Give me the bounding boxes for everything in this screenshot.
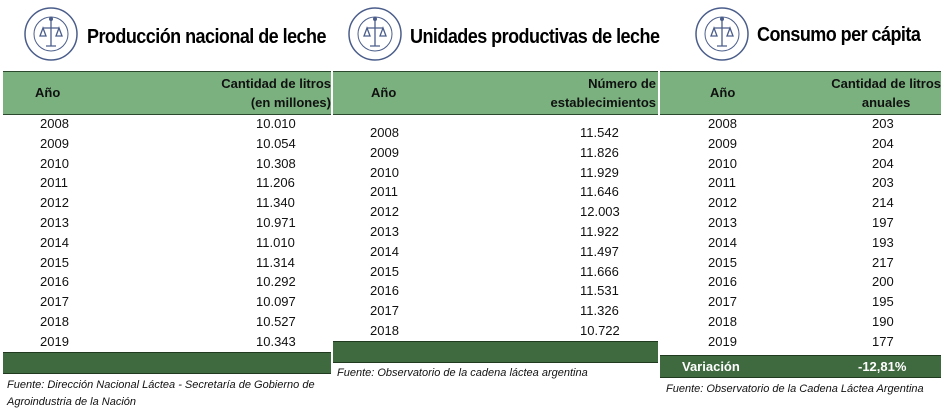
col-value-header: Cantidad de litros (en millones) <box>221 76 331 110</box>
bolsa-comercio-logo-icon <box>348 7 402 61</box>
panel-consumo: Consumo per cápita Año Cantidad de litro… <box>660 0 941 413</box>
table-row: 2018 10.527 <box>40 313 296 329</box>
data-rows: 2008 10.010 2009 10.054 2010 10.308 2011 11.… <box>3 114 331 352</box>
source-note: Fuente: Observatorio de la Cadena Láctea… <box>666 383 924 395</box>
variation-bar: Variación -12,81% <box>660 355 941 378</box>
bolsa-comercio-logo-icon <box>695 7 749 61</box>
table-row: 2012 12.003 <box>370 204 620 220</box>
source-note: Fuente: Observatorio de la cadena láctea… <box>337 367 588 379</box>
table-row: 2014 11.010 <box>40 234 295 250</box>
bolsa-comercio-logo-icon <box>24 7 78 61</box>
table-row: 2017 10.097 <box>40 294 296 310</box>
table-row: 2016 10.292 <box>40 274 296 290</box>
panel-header: Producción nacional de leche <box>3 0 331 70</box>
table-row: 2015 217 <box>708 254 894 270</box>
data-rows: 2008 11.542 2009 11.826 2010 11.929 2011 11.… <box>333 123 658 341</box>
table-row: 2011 11.206 <box>40 175 295 191</box>
table-row: 2010 11.929 <box>370 164 619 180</box>
table-row: 2013 11.922 <box>370 223 619 239</box>
page-title: Consumo per cápita <box>757 24 921 46</box>
table-row: 2015 11.666 <box>370 263 619 279</box>
col-value-header: Número de establecimientos <box>550 76 657 110</box>
table-row: 2010 10.308 <box>40 155 296 171</box>
table-row: 2008 11.542 <box>370 125 619 140</box>
table-row: 2014 11.497 <box>370 243 619 259</box>
table-row: 2018 10.722 <box>370 322 620 338</box>
table-row: 2016 11.531 <box>370 283 619 299</box>
table-row: 2019 10.343 <box>40 333 296 349</box>
table-row: 2009 10.054 <box>40 135 296 151</box>
table-row: 2009 11.826 <box>370 144 619 160</box>
variation-label: Variación <box>682 359 740 374</box>
table-row: 2013 10.971 <box>40 214 296 230</box>
table-row: 2019 177 <box>708 333 894 349</box>
data-rows: 2008 203 2009 204 2010 204 2011 203 2012 214 … <box>660 114 941 352</box>
table-row: 2009 204 <box>708 135 894 151</box>
table-header: Año Cantidad de litros (en millones) <box>3 71 331 115</box>
col-year-header: Año <box>35 85 61 100</box>
panel-unidades: Unidades productivas de leche Año Número… <box>333 0 660 413</box>
table-row: 2014 193 <box>708 234 894 250</box>
panel-produccion: Producción nacional de leche Año Cantida… <box>3 0 331 413</box>
page-title: Producción nacional de leche <box>87 26 326 48</box>
table-row: 2008 203 <box>708 116 894 131</box>
table-row: 2017 195 <box>708 294 894 310</box>
table-row: 2011 11.646 <box>370 184 619 200</box>
table-header: Año Cantidad de litros anuales <box>660 71 941 115</box>
variation-value: -12,81% <box>858 359 907 374</box>
source-note: Fuente: Dirección Nacional Láctea - Secr… <box>7 379 315 408</box>
table-row: 2012 214 <box>708 195 894 211</box>
table-row: 2016 200 <box>708 274 894 290</box>
panel-header: Unidades productivas de leche <box>333 0 660 70</box>
table-header: Año Número de establecimientos <box>333 71 658 115</box>
table-row: 2010 204 <box>708 155 894 171</box>
table-row: 2018 190 <box>708 313 894 329</box>
col-year-header: Año <box>710 85 736 100</box>
table-row: 2015 11.314 <box>40 254 295 270</box>
table-row: 2013 197 <box>708 214 894 230</box>
table-row: 2012 11.340 <box>40 195 295 211</box>
footer-bar <box>333 341 658 363</box>
table-row: 2011 203 <box>708 175 894 191</box>
table-row: 2017 11.326 <box>370 303 619 319</box>
footer-bar <box>3 352 331 374</box>
page-title: Unidades productivas de leche <box>410 26 660 48</box>
panel-header: Consumo per cápita <box>660 0 941 70</box>
table-row: 2008 10.010 <box>40 116 296 131</box>
col-year-header: Año <box>371 85 397 100</box>
col-value-header: Cantidad de litros anuales <box>831 76 941 110</box>
